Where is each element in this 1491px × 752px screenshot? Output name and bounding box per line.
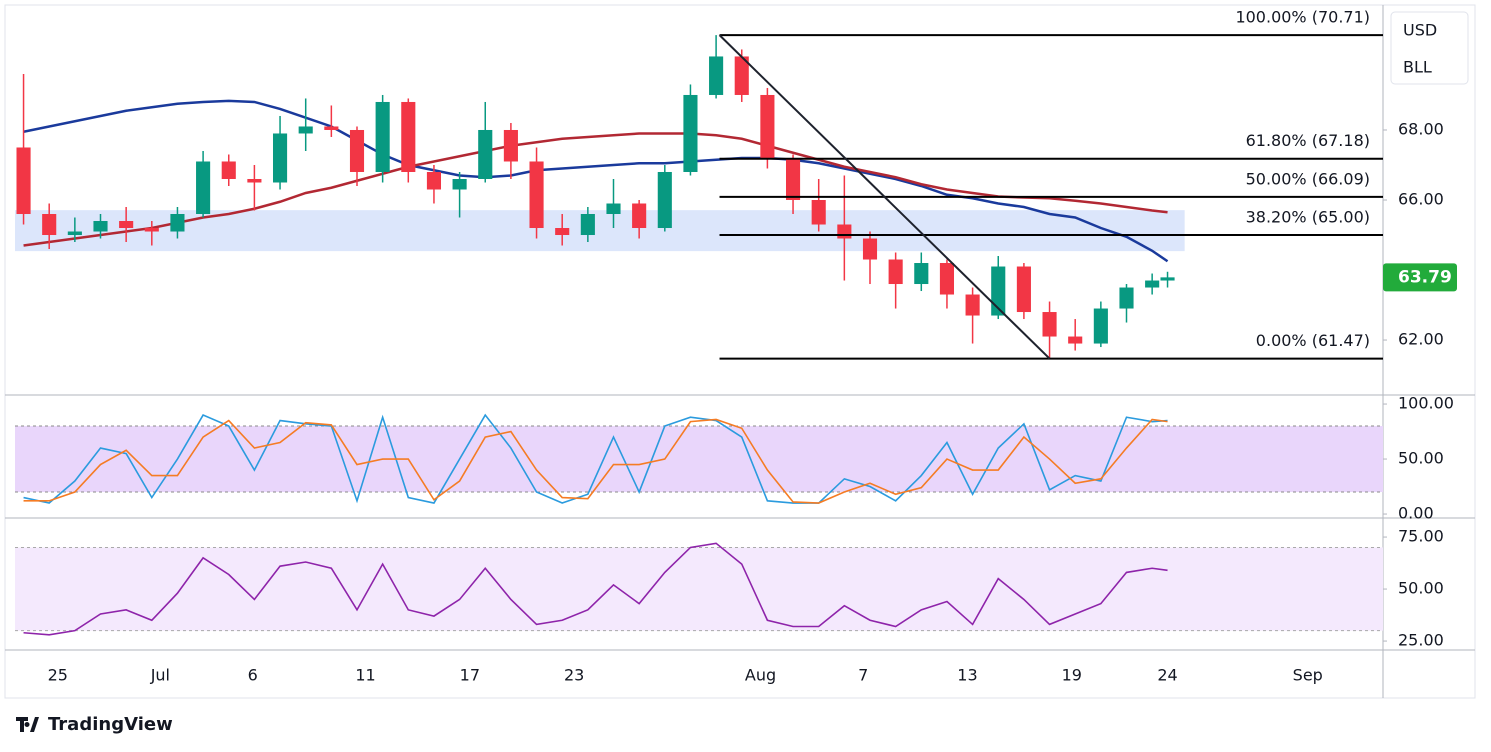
y-tick-label: 66.00 — [1398, 190, 1444, 209]
logo-icon — [16, 717, 39, 732]
candle-body — [170, 214, 185, 232]
last-price-label: 63.79 — [1398, 267, 1452, 287]
symbol-box[interactable] — [1390, 11, 1469, 85]
candle-body — [1042, 312, 1057, 337]
x-tick-label: 23 — [564, 666, 584, 685]
candle-body — [1160, 277, 1175, 281]
x-tick-label: Jul — [150, 666, 170, 685]
candle-body — [965, 294, 980, 316]
candle-body — [683, 94, 698, 172]
moving-average — [23, 132, 1168, 247]
candle-body — [503, 129, 518, 162]
y-tick-label: 100.00 — [1398, 394, 1454, 413]
candle-body — [606, 203, 621, 215]
panel: 68.00 66.00 62.00 100.00% (70.71) 61.80% (67… — [15, 8, 1457, 360]
candle-body — [324, 126, 339, 130]
candle-body — [580, 214, 595, 236]
candle-body — [93, 221, 108, 232]
candle-body — [888, 259, 903, 285]
y-tick-label: 62.00 — [1398, 330, 1444, 349]
moving-average — [23, 99, 1169, 263]
last-price-tag — [1383, 263, 1457, 292]
candle-body — [144, 228, 159, 232]
indicator-line — [23, 413, 1168, 504]
y-tick-label: 75.00 — [1398, 527, 1444, 546]
fib-label: 50.00% (66.09) — [1246, 169, 1370, 188]
plot — [15, 413, 1383, 504]
y-tick-label: 25.00 — [1398, 631, 1444, 650]
y-tick-label: 0.00 — [1398, 504, 1434, 523]
band — [15, 426, 1383, 493]
candle-body — [1016, 266, 1031, 313]
candle-body — [862, 238, 878, 260]
candle-body — [760, 94, 775, 158]
currency: USD — [1403, 21, 1437, 40]
candle-body — [529, 161, 544, 229]
candle-body — [555, 228, 570, 236]
x-tick-label: Aug — [745, 666, 776, 685]
y-tick-label: 50.00 — [1398, 579, 1444, 598]
candle-body — [221, 161, 236, 179]
candle-body — [991, 266, 1006, 316]
candle-body — [426, 171, 442, 190]
y-tick-label: 50.00 — [1398, 449, 1444, 468]
candle-body — [67, 231, 82, 236]
candle-body — [272, 133, 288, 183]
trendline — [718, 34, 1051, 360]
candle-body — [478, 129, 493, 179]
brand: TradingView — [48, 714, 173, 735]
candle-body — [734, 56, 749, 95]
candle-body — [452, 178, 467, 190]
candle-body — [247, 178, 262, 183]
indicator-line — [23, 542, 1168, 636]
fib-label: 61.80% (67.18) — [1246, 131, 1370, 150]
x-tick-label: 7 — [858, 666, 868, 685]
x-tick-label: Sep — [1293, 666, 1323, 685]
candle-body — [401, 101, 416, 172]
candle-body — [196, 161, 211, 215]
candle-body — [16, 147, 31, 215]
logo: TradingView — [16, 714, 173, 735]
candle-body — [349, 129, 365, 172]
fib-label: 100.00% (70.71) — [1235, 8, 1370, 27]
candle-body — [42, 214, 57, 236]
candle-body — [632, 203, 647, 229]
candle-body — [939, 263, 955, 295]
candle-body — [785, 157, 801, 200]
panel: 100.00 50.00 0.00 — [15, 394, 1454, 523]
support-zone — [15, 210, 1185, 252]
candle-body — [914, 263, 929, 285]
x-tick-label: 11 — [355, 666, 375, 685]
candle-body — [119, 221, 134, 229]
x-tick-label: 24 — [1157, 666, 1177, 685]
fib-label: 0.00% (61.47) — [1256, 331, 1370, 350]
band — [15, 547, 1383, 631]
candle-body — [1093, 308, 1108, 344]
candle-body — [811, 200, 826, 225]
frame — [4, 4, 1476, 699]
symbol: BLL — [1403, 58, 1432, 77]
indicator-line — [23, 418, 1168, 504]
candle-body — [1145, 280, 1160, 288]
x-tick-label: 19 — [1062, 666, 1082, 685]
x-tick-label: 13 — [957, 666, 977, 685]
fib-label: 38.20% (65.00) — [1246, 208, 1370, 227]
candle-body — [1119, 287, 1134, 309]
candle-body — [1068, 336, 1083, 344]
candle-body — [709, 56, 724, 95]
candle-body — [298, 126, 313, 134]
panel: 75.00 50.00 25.00 — [15, 527, 1444, 650]
plot — [15, 35, 1185, 359]
x-tick-label: 6 — [248, 666, 258, 685]
plot — [15, 542, 1383, 636]
candle-body — [837, 224, 852, 239]
candle-body — [657, 171, 672, 229]
y-tick-label: 68.00 — [1398, 119, 1444, 138]
x-tick-label: 17 — [460, 666, 480, 685]
x-tick-label: 25 — [48, 666, 68, 685]
candle-body — [375, 101, 390, 172]
